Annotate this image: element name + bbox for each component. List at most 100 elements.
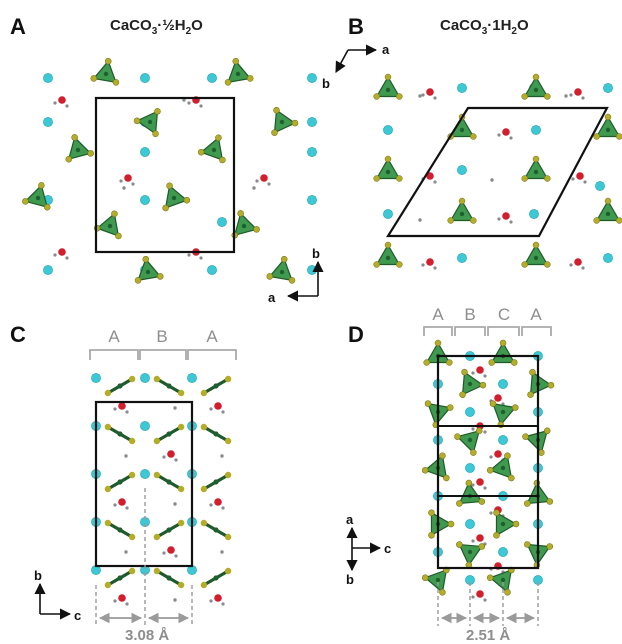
carbon-atom: [166, 575, 172, 581]
hydrogen-atom: [433, 266, 437, 270]
hydrogen-atom: [125, 602, 129, 606]
panel-d-unit-cell: [436, 354, 540, 570]
carbonate-oxygen-atom: [152, 130, 159, 138]
carbonate-oxygen-atom: [215, 134, 222, 142]
carbonate-triangle: [92, 60, 117, 84]
carbonate-oxygen-atom: [616, 133, 622, 140]
carbon-atom: [235, 71, 241, 77]
carbonate-oxygen-atom: [224, 471, 232, 479]
carbonate-group: [521, 155, 551, 182]
carbonate-oxygen-atom: [475, 427, 483, 435]
hydrogen-atom: [418, 94, 422, 98]
water-oxygen-atom: [118, 498, 126, 506]
calcium-atom: [140, 373, 150, 383]
carbonate-oxygen-atom: [521, 93, 528, 100]
carbonate-side-view: [200, 423, 232, 445]
panel-c-distance-label: 3.08 Å: [125, 627, 169, 644]
carbon-atom: [35, 195, 41, 201]
carbon-atom: [500, 465, 506, 471]
panel-b-axis-b-arrow: [335, 49, 349, 73]
carbon-atom: [467, 437, 473, 443]
hydrogen-atom: [583, 180, 587, 184]
calcium-atom: [140, 147, 150, 157]
carbonate-oxygen-atom: [434, 339, 442, 347]
carbonate-group: [456, 541, 486, 569]
carbonate-oxygen-atom: [153, 375, 161, 383]
carbonate-triangle: [523, 243, 549, 266]
carbon-atom: [117, 527, 123, 533]
carbonate-oxygen-atom: [511, 359, 518, 366]
hydrogen-atom: [209, 503, 213, 507]
carbon-atom: [241, 223, 247, 229]
carbonate-oxygen-atom: [504, 452, 511, 459]
carbonate-oxygen-atom: [177, 581, 185, 589]
carbonate-oxygen-atom: [478, 543, 486, 550]
panel-c-letter: C: [10, 322, 26, 347]
carbonate-oxygen-atom: [157, 273, 164, 280]
carbonate-oxygen-atom: [512, 520, 520, 528]
panel-b-atoms: [373, 73, 622, 270]
carbonate-oxygen-atom: [134, 277, 142, 284]
water-oxygen-atom: [476, 534, 484, 542]
carbonate-triangle: [489, 454, 513, 479]
carbonate-triangle: [461, 371, 485, 396]
carbonate-group: [593, 113, 622, 140]
carbon-atom: [75, 147, 81, 153]
carbonate-oxygen-atom: [593, 133, 600, 140]
carbonate-oxygen-atom: [478, 498, 486, 505]
hydrogen-atom: [174, 458, 178, 462]
panel-d-bracket-1: [423, 326, 453, 336]
carbonate-oxygen-atom: [493, 509, 500, 516]
carbonate-oxygen-atom: [456, 500, 463, 507]
carbonate-oxygen-atom: [87, 150, 94, 157]
carbonate-oxygen-atom: [65, 155, 73, 163]
hydrogen-atom: [418, 218, 422, 222]
carbonate-oxygen-atom: [22, 198, 29, 205]
panel-b-letter: B: [348, 14, 364, 39]
carbonate-oxygen-atom: [224, 437, 232, 445]
carbonate-oxygen-atom: [446, 404, 454, 411]
carbon-atom: [435, 577, 441, 583]
carbonate-oxygen-atom: [604, 197, 612, 205]
carbonate-oxygen-atom: [470, 217, 477, 224]
panel-d-cell-outline: [436, 354, 540, 570]
panel-a-title: CaCO3·½H2O: [110, 17, 203, 37]
carbonate-group: [524, 541, 554, 569]
carbonate-oxygen-atom: [447, 520, 455, 528]
carbonate-triangle: [595, 199, 621, 222]
hydrogen-atom: [113, 599, 117, 603]
carbonate-oxygen-atom: [454, 433, 461, 440]
carbonate-oxygen-atom: [544, 175, 551, 182]
carbonate-oxygen-atom: [128, 471, 136, 479]
carbon-atom: [166, 527, 172, 533]
panel-a-axis-a-label: a: [268, 290, 276, 305]
carbonate-oxygen-atom: [499, 339, 507, 347]
carbon-atom: [166, 431, 172, 437]
hydrogen-atom: [471, 595, 475, 599]
hydrogen-atom: [113, 503, 117, 507]
carbonate-group: [224, 57, 254, 86]
panel-b-unit-cell: [386, 106, 609, 238]
hydrogen-atom: [199, 104, 203, 108]
carbonate-oxygen-atom: [493, 532, 500, 539]
carbonate-oxygen-atom: [115, 232, 122, 240]
carbonate-triangle: [137, 258, 162, 282]
carbon-atom: [145, 269, 151, 275]
hydrogen-atom: [124, 550, 128, 554]
carbonate-triangle: [488, 569, 513, 594]
carbonate-oxygen-atom: [224, 79, 232, 86]
carbon-atom: [213, 431, 219, 437]
carbonate-side-view: [153, 567, 185, 589]
carbonate-oxygen-atom: [458, 197, 466, 205]
carbonate-group: [522, 427, 551, 456]
panel-d-distance: 2.51 Å: [437, 582, 539, 644]
water-oxygen-atom: [494, 394, 502, 402]
carbonate-oxygen-atom: [153, 567, 161, 575]
carbonate-oxygen-atom: [547, 381, 555, 389]
carbon-atom: [166, 479, 172, 485]
carbonate-oxygen-atom: [271, 129, 278, 136]
carbon-atom: [117, 575, 123, 581]
hydrogen-atom: [483, 486, 487, 490]
carbonate-oxygen-atom: [153, 471, 161, 479]
carbonate-triangle: [164, 184, 189, 209]
